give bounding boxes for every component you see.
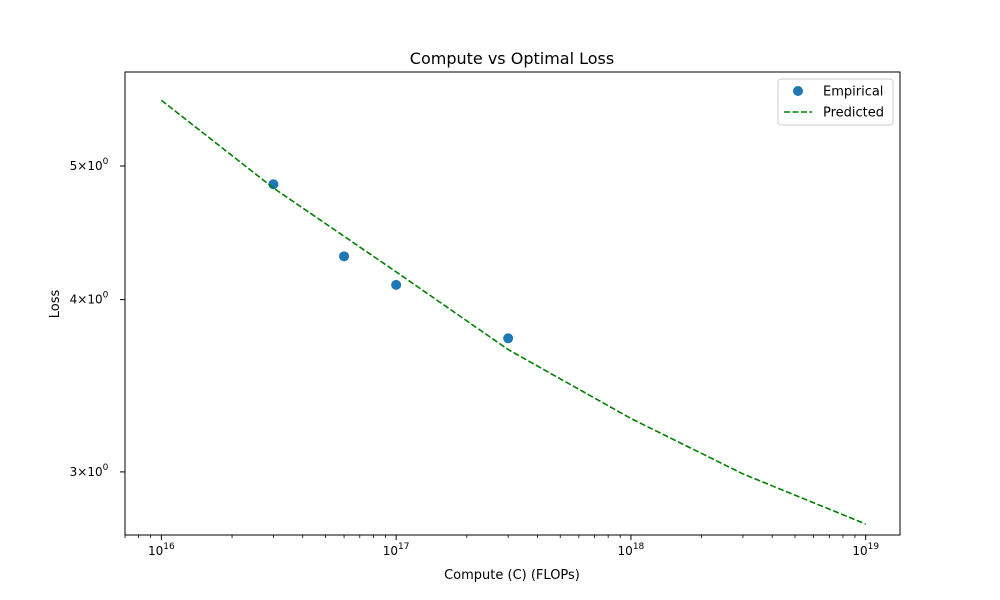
legend: Empirical Predicted (777, 78, 894, 126)
y-axis: 3×100 4×100 5×100 (70, 157, 125, 479)
legend-swatch-empirical (793, 86, 803, 96)
empirical-point (503, 333, 514, 344)
legend-label: Predicted (823, 106, 884, 121)
legend-box (777, 78, 894, 126)
y-tick-label: 3×100 (70, 463, 109, 479)
x-tick-label: 1018 (618, 542, 645, 558)
legend-label: Empirical (823, 85, 883, 100)
predicted-line (160, 99, 866, 525)
y-axis-label: Loss (48, 290, 63, 319)
empirical-point (391, 279, 402, 290)
y-tick-label: 5×100 (70, 157, 109, 173)
x-axis-label: Compute (C) (FLOPs) (444, 568, 580, 583)
x-tick-label: 1017 (383, 542, 410, 558)
y-tick-label: 4×100 (70, 291, 109, 307)
plot-area (160, 99, 866, 525)
x-tick-label: 1016 (148, 542, 175, 558)
x-axis: 1016 1017 1018 1019 (124, 535, 879, 558)
empirical-point (339, 251, 350, 262)
x-tick-label: 1019 (852, 542, 879, 558)
chart-title: Compute vs Optimal Loss (410, 49, 614, 68)
plot-frame (124, 71, 901, 536)
